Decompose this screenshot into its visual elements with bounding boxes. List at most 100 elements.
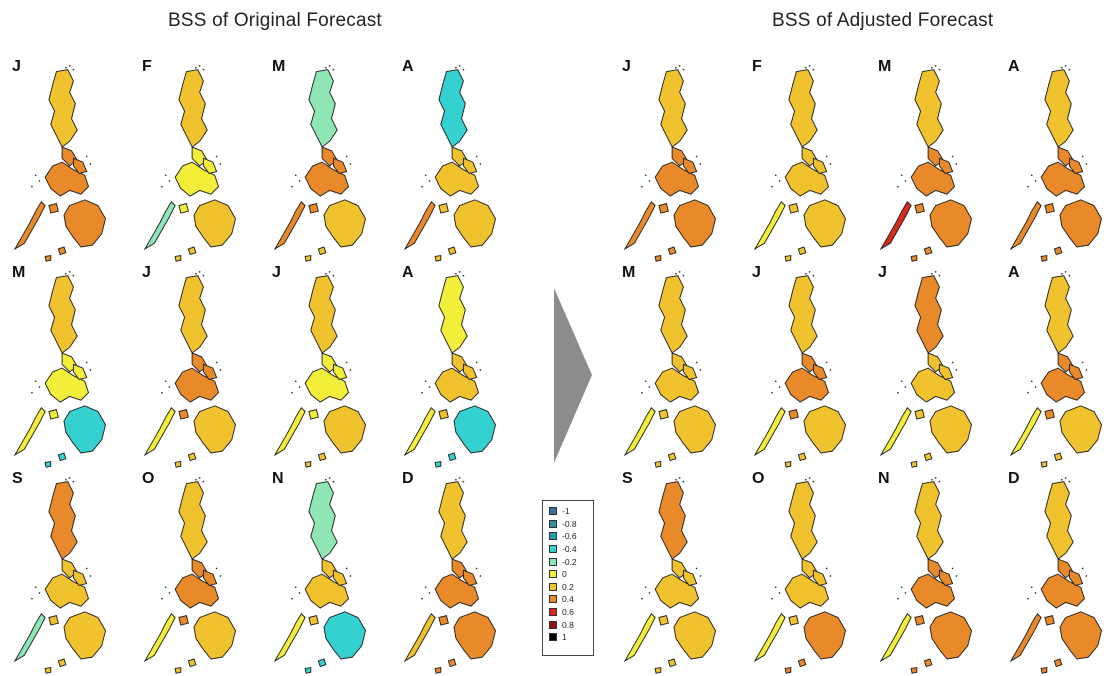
region-islet2 xyxy=(57,246,67,256)
original-map-5 xyxy=(13,271,107,468)
month-label: M xyxy=(272,58,286,75)
islet-dot xyxy=(938,274,941,277)
original-map-1 xyxy=(13,65,107,262)
islet-dot xyxy=(68,477,71,479)
legend-entry: -1 xyxy=(549,505,593,518)
islet-dot xyxy=(829,369,832,371)
islet-dot xyxy=(349,575,352,577)
islet-dot xyxy=(931,66,933,69)
islet-dot xyxy=(805,478,807,481)
region-islet2 xyxy=(1053,246,1063,256)
original-panel-3: M xyxy=(264,58,384,262)
islet-dot xyxy=(934,477,937,479)
region-north xyxy=(48,69,78,148)
month-label: J xyxy=(272,264,281,281)
region-south xyxy=(673,199,717,248)
islet-dot xyxy=(328,477,331,479)
islet-dot xyxy=(34,380,37,383)
region-west xyxy=(753,200,786,251)
islet-dot xyxy=(648,386,651,388)
region-islet1 xyxy=(1044,615,1055,626)
month-label: J xyxy=(878,264,887,281)
legend-entry: 1 xyxy=(549,631,593,644)
region-south xyxy=(803,611,847,660)
region-central xyxy=(654,161,700,197)
region-islet3 xyxy=(304,666,312,674)
region-islet2 xyxy=(797,246,807,256)
islet-dot xyxy=(202,480,205,483)
region-south xyxy=(63,611,107,660)
islet-dot xyxy=(462,68,465,71)
islet-dot xyxy=(298,180,301,182)
islet-dot xyxy=(34,174,37,177)
region-island1 xyxy=(682,569,698,586)
legend-label: 0.4 xyxy=(562,594,574,605)
islet-dot xyxy=(458,477,461,479)
original-map-3 xyxy=(273,65,367,262)
region-west xyxy=(143,612,176,663)
region-island1 xyxy=(202,569,218,586)
region-islet3 xyxy=(44,460,52,468)
islet-dot xyxy=(812,274,815,277)
region-central xyxy=(910,161,956,197)
region-islet2 xyxy=(447,452,457,462)
region-islet3 xyxy=(784,254,792,262)
islet-dot xyxy=(1034,180,1037,182)
islet-dot xyxy=(774,380,777,383)
month-label: S xyxy=(622,470,633,487)
islet-dot xyxy=(934,65,937,67)
original-map-2 xyxy=(143,65,237,262)
region-islet3 xyxy=(784,666,792,674)
islet-dot xyxy=(168,180,171,182)
islet-dot xyxy=(951,155,954,158)
month-label: O xyxy=(752,470,765,487)
region-central xyxy=(434,161,480,197)
islet-dot xyxy=(479,369,482,371)
original-panel-10: O xyxy=(134,470,254,674)
adjusted-map-5 xyxy=(623,271,717,468)
region-islet3 xyxy=(784,460,792,468)
month-label: J xyxy=(12,58,21,75)
region-north xyxy=(308,481,338,560)
adjusted-map-12 xyxy=(1009,477,1103,674)
region-central xyxy=(654,573,700,609)
islet-dot xyxy=(825,361,828,364)
region-islet1 xyxy=(178,409,189,420)
legend-entry: 0.8 xyxy=(549,618,593,631)
islet-dot xyxy=(955,163,958,165)
islet-dot xyxy=(1081,361,1084,364)
region-central xyxy=(784,367,830,403)
region-islet3 xyxy=(1040,254,1048,262)
islet-dot xyxy=(644,586,647,589)
original-panel-1: J xyxy=(4,58,124,262)
region-north xyxy=(788,275,818,354)
legend-label: 0.2 xyxy=(562,581,574,592)
region-south xyxy=(323,405,367,454)
islet-dot xyxy=(195,272,197,275)
region-north xyxy=(178,481,208,560)
region-islet3 xyxy=(174,254,182,262)
region-central xyxy=(434,573,480,609)
region-north xyxy=(48,481,78,560)
region-west xyxy=(623,200,656,251)
islet-dot xyxy=(829,163,832,165)
adjusted-map-3 xyxy=(879,65,973,262)
region-south xyxy=(323,611,367,660)
region-islet2 xyxy=(923,658,933,668)
region-south xyxy=(453,199,497,248)
region-south xyxy=(673,405,717,454)
islet-dot xyxy=(1085,369,1088,371)
region-islet1 xyxy=(658,203,669,214)
original-map-4 xyxy=(403,65,497,262)
region-island1 xyxy=(938,569,954,586)
region-north xyxy=(308,69,338,148)
region-islet3 xyxy=(44,666,52,674)
islet-dot xyxy=(1085,575,1088,577)
region-islet1 xyxy=(788,409,799,420)
region-island1 xyxy=(332,569,348,586)
islet-dot xyxy=(1061,478,1063,481)
region-north xyxy=(438,69,468,148)
region-islet1 xyxy=(658,615,669,626)
region-west xyxy=(879,200,912,251)
legend-swatch xyxy=(549,608,557,617)
